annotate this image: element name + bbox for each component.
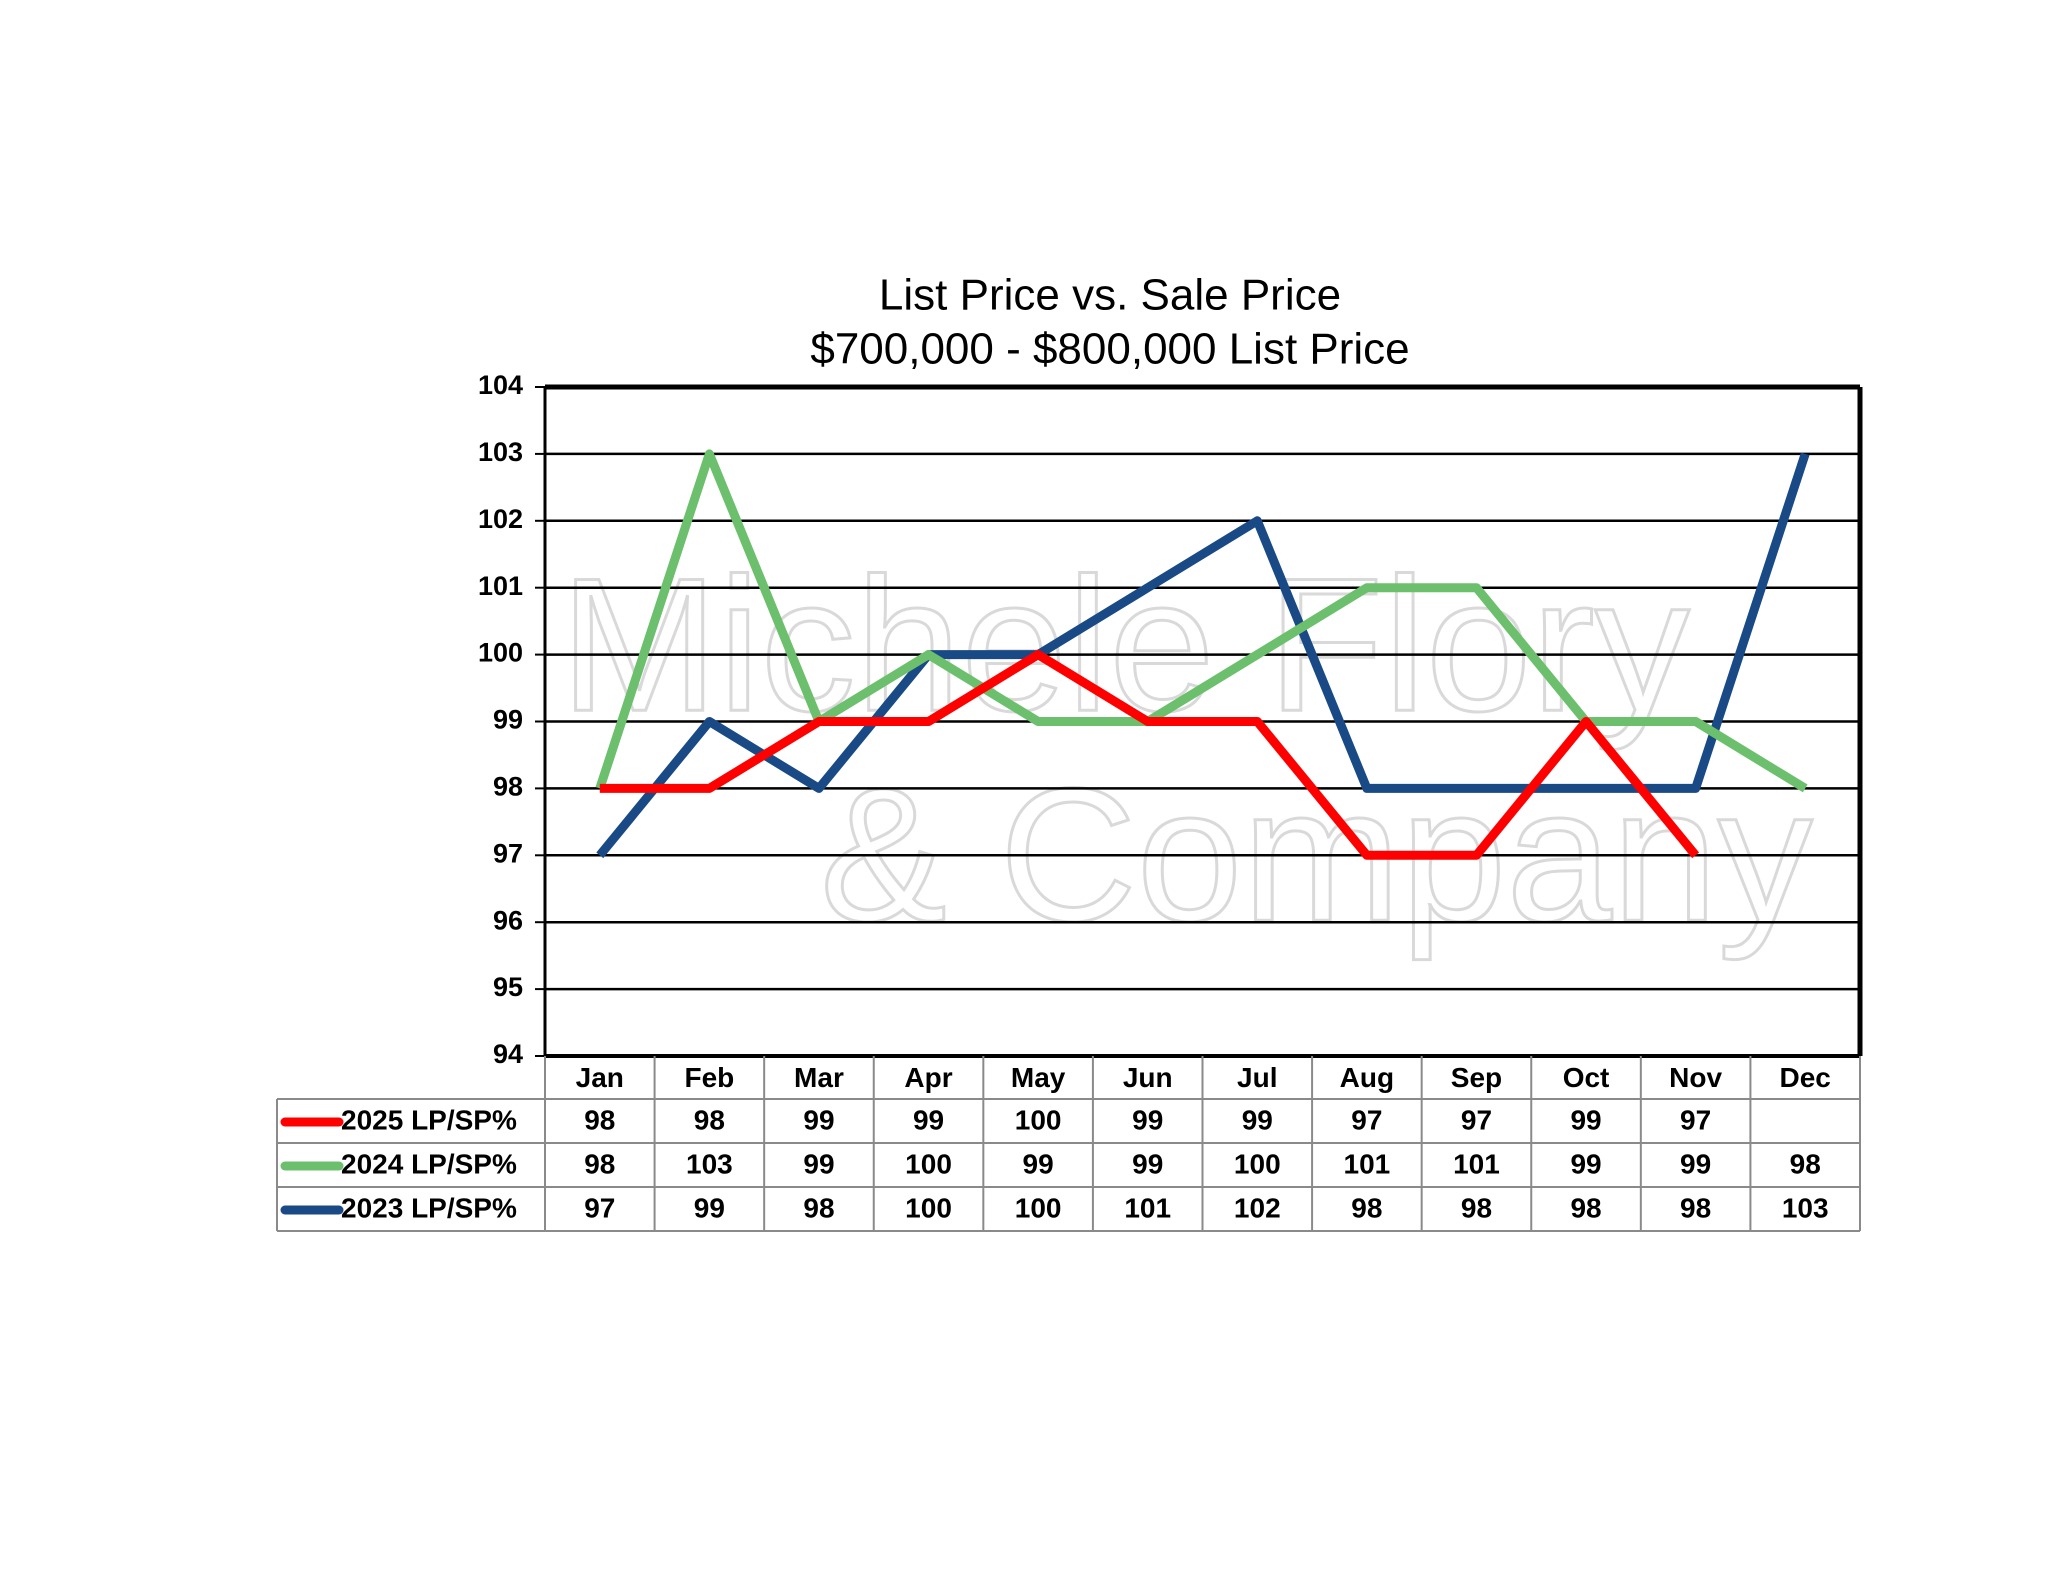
x-tick-label: Oct	[1563, 1062, 1610, 1093]
legend-label: 2023 LP/SP%	[341, 1192, 517, 1223]
chart-title: List Price vs. Sale Price	[879, 271, 1341, 320]
table-value: 98	[694, 1104, 725, 1135]
y-tick-label: 97	[493, 838, 523, 868]
x-tick-label: Aug	[1340, 1062, 1394, 1093]
y-tick-label: 94	[493, 1039, 523, 1069]
x-tick-label: Dec	[1780, 1062, 1831, 1093]
table-value: 99	[803, 1148, 834, 1179]
x-tick-label: Jan	[576, 1062, 624, 1093]
table-value: 100	[1015, 1192, 1062, 1223]
x-tick-label: Sep	[1451, 1062, 1502, 1093]
table-value: 98	[1790, 1148, 1821, 1179]
table-value: 99	[1570, 1148, 1601, 1179]
x-tick-label: Nov	[1669, 1062, 1722, 1093]
table-value: 100	[905, 1192, 952, 1223]
table-value: 99	[1132, 1104, 1163, 1135]
y-tick-label: 95	[493, 972, 523, 1002]
x-tick-label: Jun	[1123, 1062, 1173, 1093]
table-value: 101	[1344, 1148, 1391, 1179]
table-value: 99	[1132, 1148, 1163, 1179]
table-value: 100	[1015, 1104, 1062, 1135]
chart-subtitle: $700,000 - $800,000 List Price	[810, 325, 1409, 374]
table-value: 102	[1234, 1192, 1281, 1223]
table-value: 99	[1680, 1148, 1711, 1179]
table-value: 99	[694, 1192, 725, 1223]
x-tick-label: Feb	[684, 1062, 734, 1093]
table-value: 100	[905, 1148, 952, 1179]
table-value: 98	[1461, 1192, 1492, 1223]
x-tick-label: Mar	[794, 1062, 844, 1093]
y-tick-label: 104	[478, 370, 523, 400]
series-line	[596, 452, 1810, 859]
table-value: 101	[1124, 1192, 1171, 1223]
table-value: 103	[1782, 1192, 1829, 1223]
y-tick-label: 98	[493, 772, 523, 802]
table-value: 99	[1023, 1148, 1054, 1179]
table-value: 99	[803, 1104, 834, 1135]
table-value: 97	[1351, 1104, 1382, 1135]
watermark: Michele Flory	[560, 539, 1690, 751]
y-tick-label: 96	[493, 905, 523, 935]
x-tick-label: Jul	[1237, 1062, 1277, 1093]
table-value: 97	[1461, 1104, 1492, 1135]
table-value: 98	[1351, 1192, 1382, 1223]
table-value: 99	[913, 1104, 944, 1135]
table-value: 99	[1242, 1104, 1273, 1135]
legend-label: 2024 LP/SP%	[341, 1148, 517, 1179]
table-value: 101	[1453, 1148, 1500, 1179]
table-value: 100	[1234, 1148, 1281, 1179]
y-tick-label: 99	[493, 705, 523, 735]
y-tick-label: 101	[478, 571, 523, 601]
y-tick-label: 103	[478, 437, 523, 467]
series-line	[599, 650, 1700, 860]
table-value: 98	[1680, 1192, 1711, 1223]
y-tick-label: 102	[478, 504, 523, 534]
table-value: 98	[803, 1192, 834, 1223]
y-tick-label: 100	[478, 638, 523, 668]
x-tick-label: May	[1011, 1062, 1066, 1093]
table-value: 99	[1570, 1104, 1601, 1135]
table-value: 97	[584, 1192, 615, 1223]
table-value: 98	[584, 1148, 615, 1179]
table-value: 98	[584, 1104, 615, 1135]
series-line	[595, 449, 1808, 793]
x-tick-label: Apr	[904, 1062, 952, 1093]
table-value: 103	[686, 1148, 733, 1179]
legend-label: 2025 LP/SP%	[341, 1104, 517, 1135]
table-value: 97	[1680, 1104, 1711, 1135]
table-value: 98	[1570, 1192, 1601, 1223]
